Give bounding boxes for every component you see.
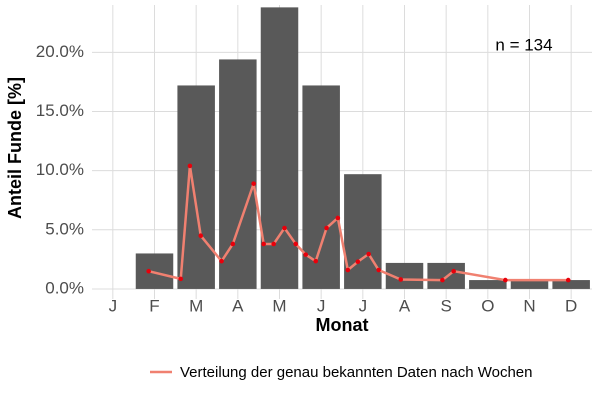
x-tick-label: J bbox=[359, 296, 368, 315]
bar bbox=[510, 280, 549, 289]
point bbox=[345, 267, 351, 273]
x-tick-label: O bbox=[481, 296, 494, 315]
y-tick-label: 10.0% bbox=[36, 160, 84, 179]
y-tick-label: 20.0% bbox=[36, 42, 84, 61]
x-tick-label: J bbox=[109, 296, 118, 315]
point bbox=[219, 258, 224, 264]
y-axis-title: Anteil Funde [%] bbox=[5, 77, 25, 219]
point bbox=[293, 241, 299, 247]
x-tick-label: N bbox=[523, 296, 535, 315]
point bbox=[303, 252, 309, 257]
x-tick-label: F bbox=[149, 296, 159, 315]
bar bbox=[219, 59, 257, 289]
bar bbox=[469, 280, 507, 289]
bar bbox=[552, 280, 590, 289]
point bbox=[261, 241, 266, 247]
point bbox=[376, 267, 381, 273]
point bbox=[282, 225, 287, 231]
x-tick-label: J bbox=[317, 296, 326, 315]
point bbox=[146, 268, 151, 274]
point bbox=[366, 251, 371, 257]
point bbox=[178, 276, 184, 282]
point bbox=[313, 258, 319, 264]
bar bbox=[260, 7, 299, 289]
x-tick-label: D bbox=[565, 296, 577, 315]
point bbox=[355, 259, 361, 265]
point bbox=[503, 277, 508, 283]
x-axis-title: Monat bbox=[316, 315, 369, 335]
bar bbox=[302, 85, 340, 289]
x-tick-label: S bbox=[440, 296, 451, 315]
point bbox=[440, 277, 445, 283]
point bbox=[230, 241, 236, 247]
point bbox=[187, 163, 193, 169]
line bbox=[148, 165, 569, 282]
bar bbox=[344, 174, 382, 289]
annotation: n = 134 bbox=[495, 35, 552, 54]
y-tick-label: 0.0% bbox=[45, 278, 84, 297]
x-tick-label: M bbox=[189, 296, 203, 315]
x-tick-label: A bbox=[399, 296, 411, 315]
point bbox=[565, 277, 571, 283]
legend-label: Verteilung der genau bekannten Daten nac… bbox=[180, 364, 533, 381]
point bbox=[451, 268, 456, 274]
point bbox=[198, 233, 204, 239]
x-tick-label: A bbox=[232, 296, 244, 315]
y-tick-label: 5.0% bbox=[45, 219, 84, 238]
bar bbox=[135, 253, 174, 289]
point bbox=[324, 225, 329, 231]
point bbox=[335, 215, 341, 221]
point bbox=[398, 277, 404, 282]
point bbox=[271, 241, 276, 247]
point bbox=[251, 181, 256, 186]
y-tick-label: 15.0% bbox=[36, 101, 84, 120]
x-tick-label: M bbox=[272, 296, 286, 315]
